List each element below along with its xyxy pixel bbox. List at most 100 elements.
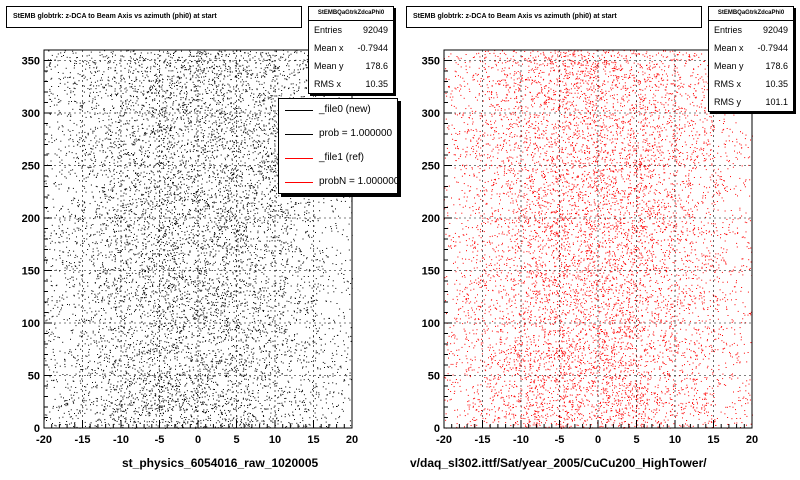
scatter-point <box>232 301 233 303</box>
scatter-point <box>149 414 151 416</box>
scatter-point <box>219 394 221 396</box>
scatter-point <box>299 251 301 253</box>
scatter-point <box>176 342 178 344</box>
scatter-point <box>101 424 103 426</box>
scatter-point <box>241 375 243 377</box>
scatter-point <box>158 306 160 308</box>
scatter-point <box>231 339 233 341</box>
scatter-point <box>154 403 156 405</box>
scatter-point <box>154 196 156 198</box>
scatter-point <box>296 246 298 248</box>
scatter-point <box>123 345 125 347</box>
scatter-point <box>149 234 151 236</box>
scatter-point <box>136 174 138 176</box>
scatter-point <box>244 242 245 244</box>
scatter-point <box>78 261 80 263</box>
scatter-point <box>168 255 170 257</box>
scatter-point <box>227 122 229 124</box>
scatter-point <box>153 341 155 343</box>
scatter-point <box>157 181 159 183</box>
scatter-point <box>86 222 88 224</box>
scatter-point <box>91 160 93 161</box>
scatter-point <box>160 171 162 173</box>
scatter-point <box>298 425 300 427</box>
scatter-point <box>150 85 152 87</box>
scatter-point <box>195 162 197 164</box>
scatter-point <box>138 139 139 141</box>
scatter-point <box>182 177 184 179</box>
scatter-point <box>288 363 290 365</box>
scatter-point <box>122 179 124 181</box>
scatter-point <box>220 182 222 184</box>
scatter-point <box>83 252 85 254</box>
scatter-point <box>225 159 226 161</box>
scatter-point <box>239 186 241 188</box>
scatter-point <box>167 334 169 335</box>
scatter-point <box>62 260 64 262</box>
scatter-point <box>161 241 163 243</box>
scatter-point <box>274 358 276 360</box>
scatter-point <box>216 102 218 104</box>
scatter-point <box>201 76 202 78</box>
scatter-point <box>216 243 218 245</box>
scatter-point <box>104 138 106 140</box>
scatter-point <box>116 72 118 74</box>
scatter-point <box>309 401 311 403</box>
scatter-point <box>295 408 296 410</box>
scatter-point <box>81 378 83 380</box>
scatter-point <box>229 140 231 142</box>
scatter-point <box>334 343 336 345</box>
scatter-point <box>100 355 102 357</box>
scatter-point <box>158 407 160 409</box>
scatter-point <box>213 64 215 66</box>
scatter-point <box>142 248 144 250</box>
scatter-point <box>188 326 190 328</box>
scatter-point <box>78 290 80 292</box>
scatter-point <box>284 78 286 80</box>
scatter-point <box>189 54 191 56</box>
scatter-point <box>96 231 98 233</box>
scatter-point <box>170 245 172 247</box>
scatter-point <box>266 207 267 209</box>
scatter-point <box>120 132 122 134</box>
scatter-point <box>112 372 114 374</box>
scatter-point <box>133 342 134 344</box>
scatter-point <box>157 298 159 300</box>
scatter-point <box>73 250 75 252</box>
scatter-point <box>137 130 139 132</box>
scatter-point <box>262 415 264 416</box>
scatter-point <box>71 330 73 332</box>
scatter-point <box>262 177 264 179</box>
scatter-point <box>141 351 143 353</box>
scatter-point <box>154 188 156 190</box>
scatter-point <box>221 130 223 132</box>
scatter-point <box>302 262 304 264</box>
scatter-point <box>147 413 149 415</box>
scatter-point <box>225 335 227 336</box>
scatter-point <box>322 351 324 353</box>
scatter-point <box>144 77 146 79</box>
scatter-point <box>236 108 237 109</box>
scatter-point <box>220 72 222 74</box>
scatter-point <box>125 373 127 375</box>
scatter-point <box>123 213 125 215</box>
scatter-point <box>149 216 150 218</box>
scatter-point <box>295 193 297 195</box>
scatter-point <box>117 141 119 142</box>
scatter-point <box>283 311 285 313</box>
scatter-point <box>197 99 199 100</box>
scatter-point <box>237 385 239 387</box>
scatter-point <box>207 145 209 147</box>
scatter-point <box>181 425 183 427</box>
scatter-point <box>232 229 234 230</box>
scatter-point <box>90 272 91 274</box>
scatter-point <box>249 87 251 88</box>
scatter-point <box>102 87 104 89</box>
scatter-point <box>176 88 178 90</box>
scatter-point <box>156 75 158 77</box>
scatter-point <box>170 376 171 378</box>
scatter-point <box>166 105 168 107</box>
scatter-point <box>227 373 229 375</box>
scatter-point <box>240 170 242 172</box>
scatter-point <box>185 161 187 163</box>
